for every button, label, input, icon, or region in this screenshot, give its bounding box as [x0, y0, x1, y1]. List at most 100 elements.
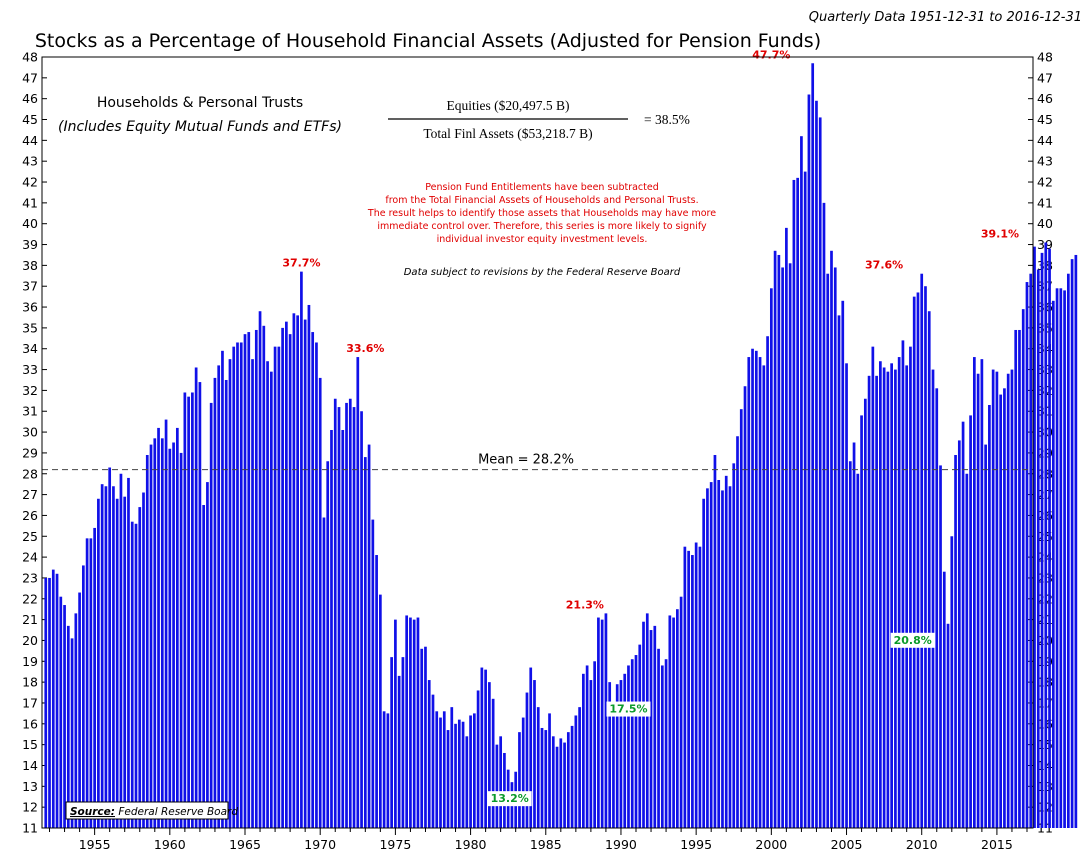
- trough-label-background: [487, 791, 532, 807]
- bar: [736, 436, 739, 828]
- bar: [85, 538, 89, 828]
- bar: [416, 617, 420, 828]
- y-tick-label-left: 39: [22, 237, 38, 252]
- bar: [281, 327, 284, 828]
- bar: [833, 267, 837, 828]
- y-tick-label-left: 19: [22, 654, 38, 669]
- trough-label-background: [606, 701, 651, 717]
- bar: [551, 736, 555, 828]
- x-tick-label: 2005: [831, 837, 863, 852]
- bar: [848, 461, 852, 828]
- peak-label: 33.6%: [346, 342, 384, 355]
- y-tick-label-left: 26: [22, 508, 38, 523]
- bar: [142, 492, 145, 828]
- bar: [905, 365, 909, 828]
- bar: [288, 334, 292, 828]
- bar: [236, 342, 239, 828]
- y-tick-label-left: 18: [22, 675, 38, 690]
- y-tick-label-left: 34: [22, 341, 38, 356]
- bar: [424, 646, 427, 828]
- bar: [112, 486, 115, 828]
- bar: [691, 555, 694, 828]
- y-tick-label-left: 30: [22, 425, 38, 440]
- y-tick-label-right: 44: [1037, 133, 1053, 148]
- peak-label: 47.7%: [752, 48, 790, 61]
- source-prefix: Source:: [70, 806, 115, 818]
- mean-label: Mean = 28.2%: [478, 453, 574, 468]
- bar: [1006, 373, 1010, 828]
- y-tick-label-left: 47: [22, 70, 38, 85]
- bar: [728, 486, 732, 828]
- bar: [762, 365, 766, 828]
- y-tick-label-right: 42: [1037, 175, 1053, 190]
- y-tick-label-left: 24: [22, 550, 38, 565]
- bar: [709, 482, 713, 828]
- bar: [70, 638, 74, 828]
- y-tick-label-left: 42: [22, 175, 38, 190]
- y-tick-label-left: 38: [22, 258, 38, 273]
- bar: [717, 480, 721, 828]
- bar: [559, 738, 563, 828]
- bar: [1003, 388, 1006, 828]
- bar: [97, 498, 100, 828]
- bar: [927, 311, 931, 828]
- bar: [172, 442, 175, 828]
- bar: [322, 517, 326, 828]
- y-tick-label-left: 41: [22, 195, 38, 210]
- bar: [247, 332, 251, 828]
- bar: [657, 648, 660, 828]
- bar: [175, 427, 179, 828]
- x-tick-label: 2010: [906, 837, 938, 852]
- bar: [597, 617, 600, 828]
- bar: [1021, 309, 1025, 829]
- bar: [999, 394, 1003, 828]
- bar: [427, 680, 431, 828]
- bar: [251, 359, 254, 828]
- bar: [78, 592, 81, 828]
- bar: [1066, 273, 1070, 828]
- bar: [901, 340, 905, 828]
- bar: [409, 617, 412, 828]
- y-tick-label-left: 48: [22, 50, 38, 65]
- bar: [412, 619, 416, 828]
- bar: [258, 311, 262, 828]
- bar: [1059, 288, 1063, 828]
- bar: [157, 427, 160, 828]
- bar: [108, 467, 112, 828]
- y-tick-label-left: 36: [22, 300, 38, 315]
- x-tick-label: 1980: [455, 837, 487, 852]
- y-tick-label-left: 21: [22, 612, 38, 627]
- bar: [830, 250, 833, 829]
- bar: [822, 202, 826, 828]
- x-tick-label: 2015: [981, 837, 1013, 852]
- bar: [890, 363, 893, 828]
- x-axis: 1955 1960 1965 1970 1975 1980 1985 1990 1995 2000…: [49, 828, 1028, 852]
- bar: [1033, 246, 1036, 828]
- bar: [574, 715, 578, 828]
- bar: [976, 373, 980, 828]
- bar: [548, 713, 551, 828]
- bar: [397, 675, 401, 828]
- x-tick-label: 1985: [530, 837, 562, 852]
- bar: [341, 429, 345, 828]
- bar: [845, 363, 848, 828]
- bar: [754, 350, 758, 828]
- bar: [800, 136, 803, 828]
- bar: [803, 171, 807, 829]
- x-tick-label: 1990: [605, 837, 637, 852]
- y-tick-label-left: 16: [22, 716, 38, 731]
- y-tick-label-left: 32: [22, 383, 38, 398]
- bar: [721, 490, 724, 828]
- bar: [653, 625, 657, 828]
- bar: [916, 292, 920, 829]
- bar: [1063, 290, 1066, 828]
- bar: [920, 273, 924, 828]
- y-tick-label-left: 20: [22, 633, 38, 648]
- y-tick-label-right: 45: [1037, 112, 1053, 127]
- bar: [318, 377, 322, 828]
- bar-series: [44, 63, 1078, 829]
- trough-label: 20.8%: [894, 634, 932, 647]
- bar: [461, 721, 465, 828]
- bar: [781, 267, 784, 828]
- bar: [589, 680, 593, 828]
